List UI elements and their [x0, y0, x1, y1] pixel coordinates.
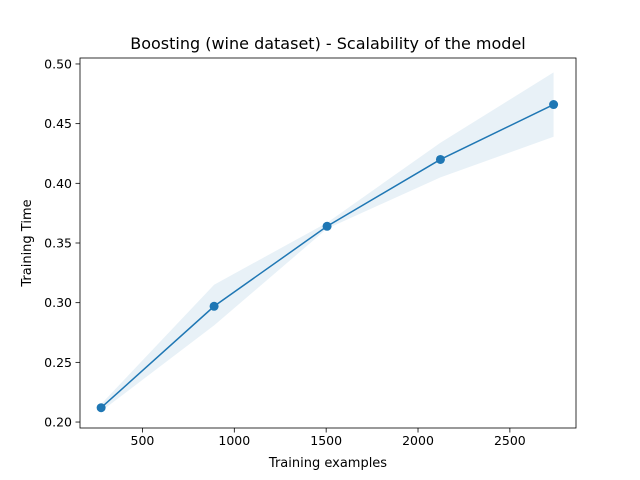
y-tick-label: 0.35 — [44, 236, 72, 251]
y-tick-label: 0.20 — [44, 415, 72, 430]
x-tick-label: 2000 — [402, 433, 434, 448]
y-tick-label: 0.45 — [44, 116, 72, 131]
x-tick-label: 1000 — [218, 433, 250, 448]
x-tick-label: 2500 — [494, 433, 526, 448]
y-axis-label: Training Time — [20, 199, 35, 287]
data-point — [96, 403, 106, 413]
y-tick-label: 0.25 — [44, 355, 72, 370]
data-point — [209, 301, 219, 311]
data-point — [435, 154, 445, 164]
data-point — [549, 100, 559, 110]
chart-title: Boosting (wine dataset) - Scalability of… — [130, 34, 526, 53]
y-tick-label: 0.50 — [44, 56, 72, 71]
plot-area — [79, 57, 577, 429]
x-axis: 500 1000 1500 2000 2500 — [131, 428, 526, 448]
x-tick-label: 1500 — [310, 433, 342, 448]
x-tick-label: 500 — [131, 433, 155, 448]
y-tick-label: 0.30 — [44, 295, 72, 310]
y-tick-label: 0.40 — [44, 176, 72, 191]
data-point — [322, 221, 332, 231]
y-axis: 0.20 0.25 0.30 0.35 0.40 0.45 0.50 — [44, 56, 80, 430]
confidence-band — [101, 72, 554, 412]
x-axis-label: Training examples — [268, 456, 387, 471]
